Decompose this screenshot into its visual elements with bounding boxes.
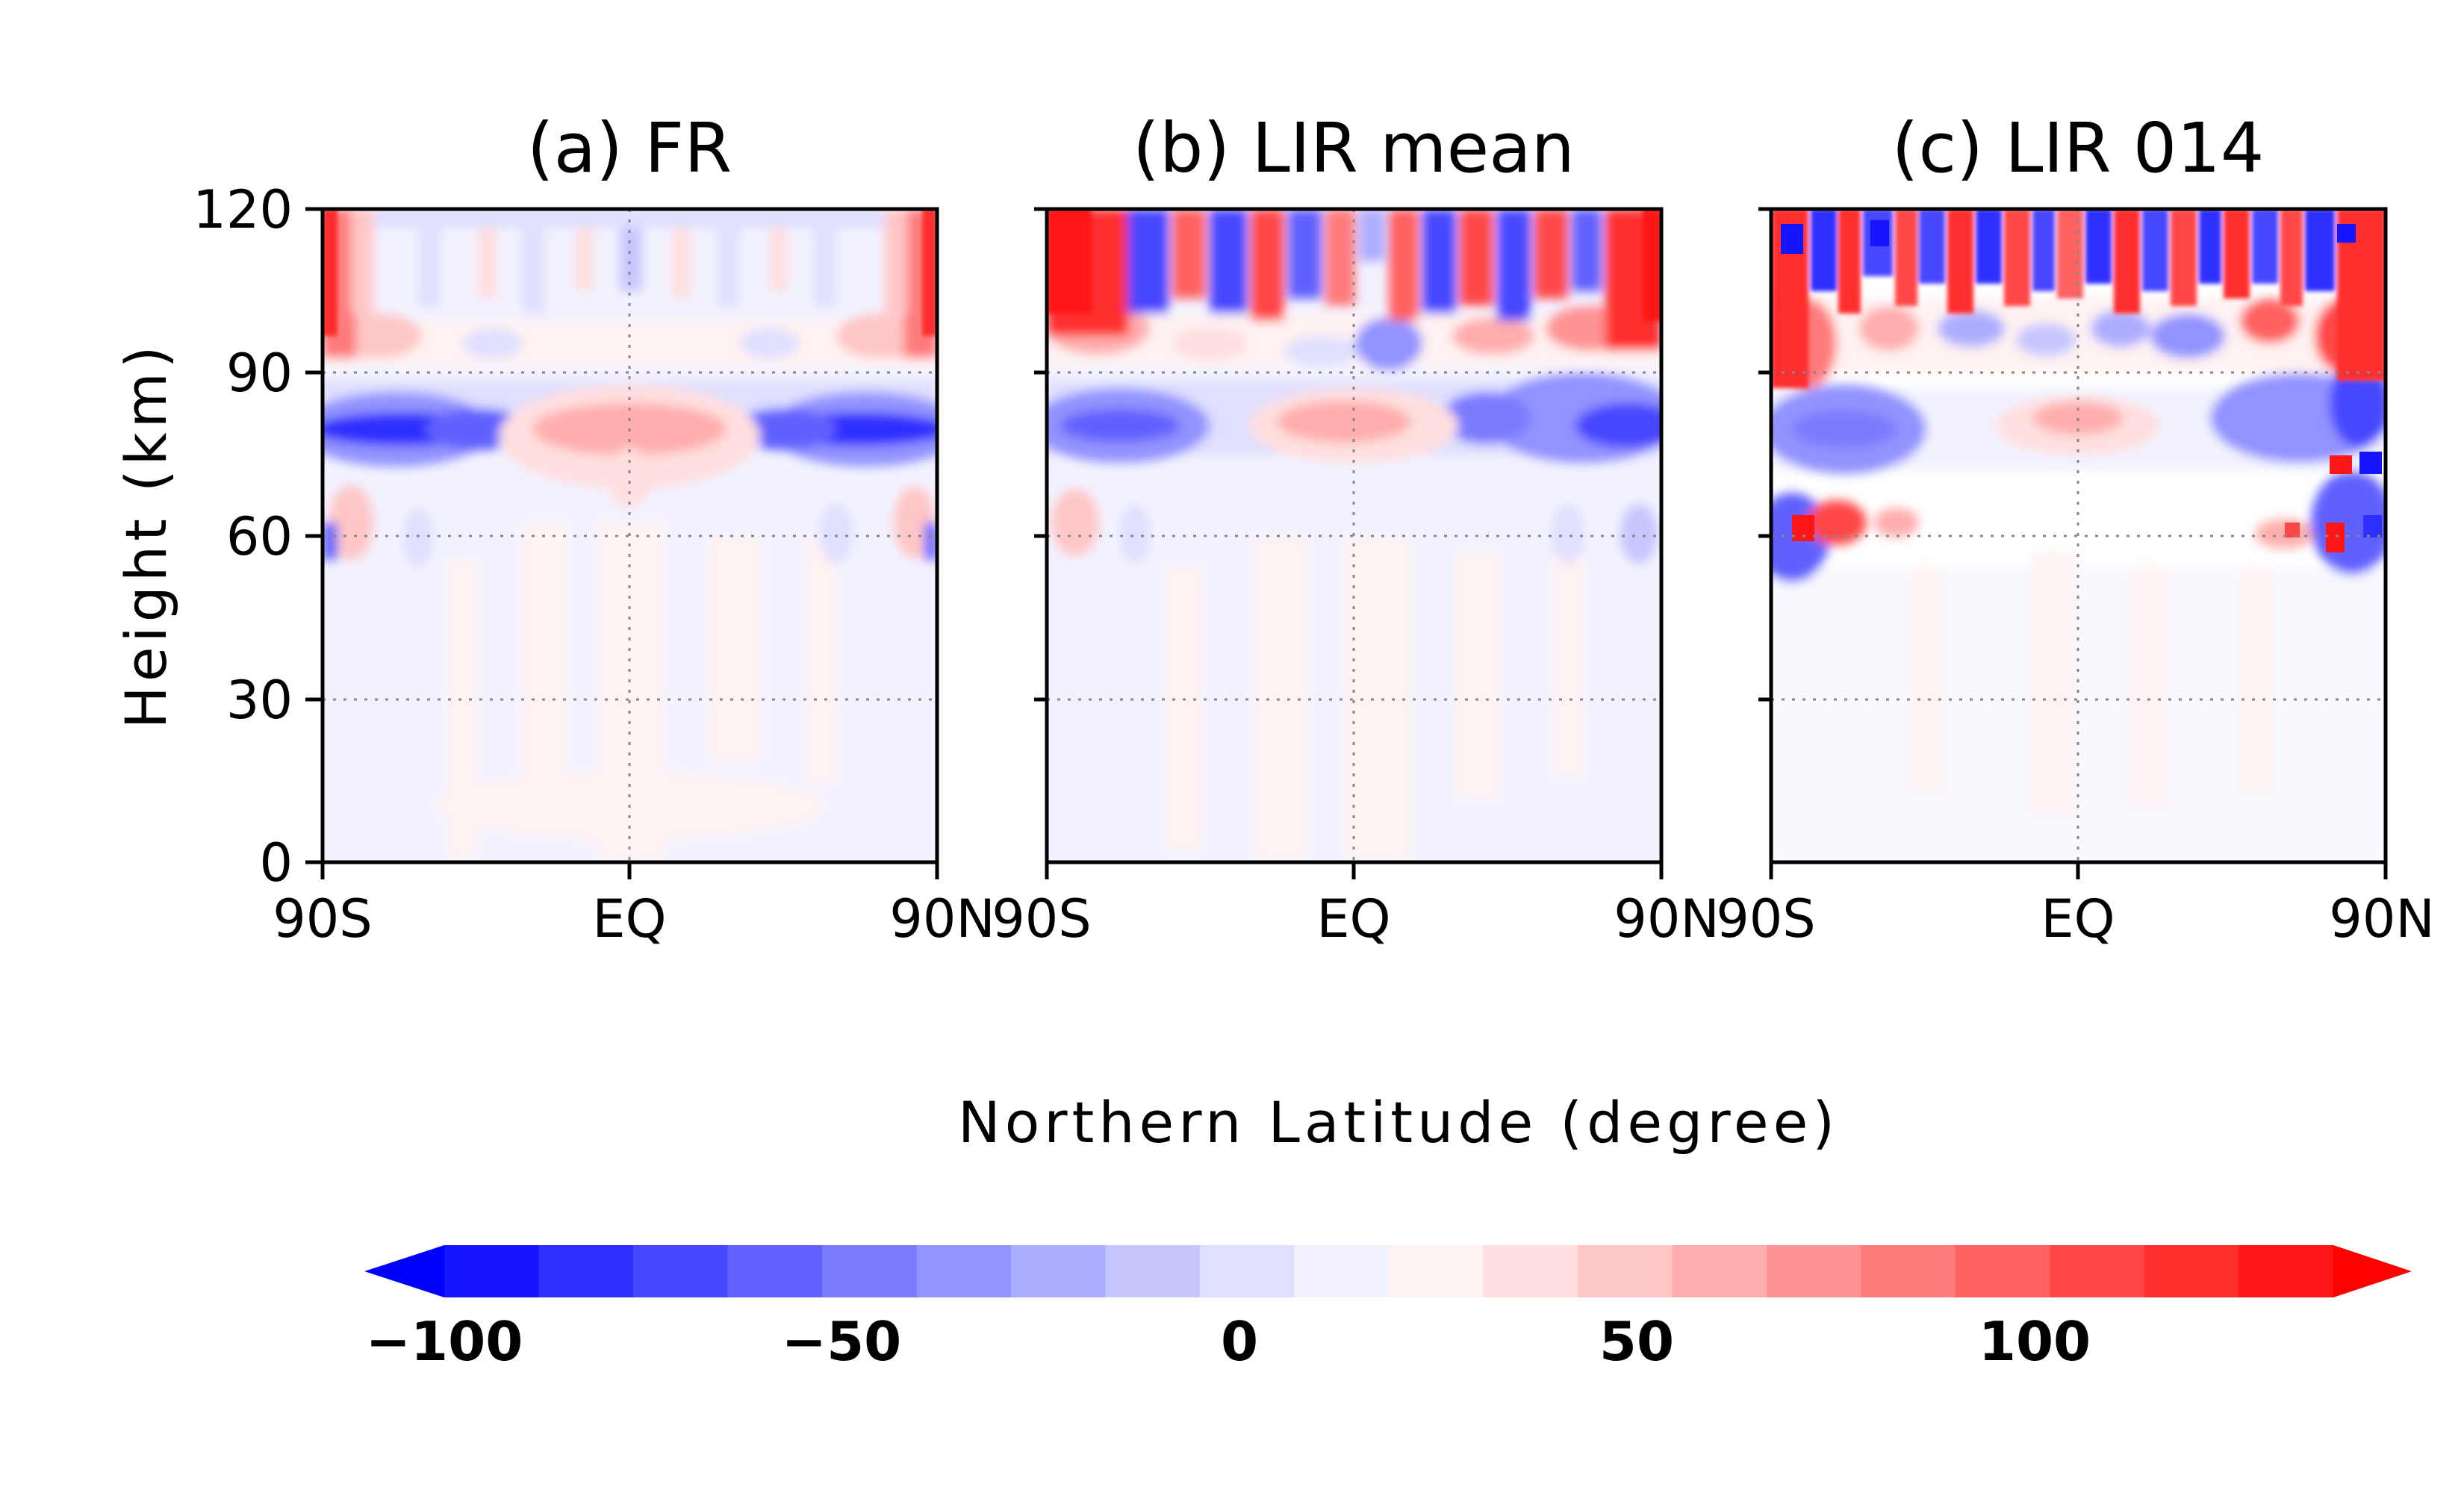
panel-c-grid <box>1771 209 2386 862</box>
x-axis-title: Northern Latitude (degree) <box>958 1089 1839 1156</box>
panel-a-xtick-90n: 90N <box>889 888 995 950</box>
panel-a-ytick-90: 90 <box>226 343 293 404</box>
colorbar-box <box>1105 1245 1201 1297</box>
panel-b-xtick-eq: EQ <box>1316 888 1390 950</box>
panel-b-ticks <box>1034 207 1664 879</box>
colorbar-box <box>1011 1245 1107 1297</box>
colorbar-box <box>1767 1245 1862 1297</box>
panel-b-grid <box>1047 209 1661 862</box>
panel-a: (a) FR <box>113 108 995 950</box>
y-axis-title: Height (km) <box>113 342 179 729</box>
colorbar-box <box>2050 1245 2145 1297</box>
panel-a-field <box>323 209 937 862</box>
colorbar-box <box>633 1245 729 1297</box>
colorbar-box <box>1389 1245 1484 1297</box>
panel-a-ytick-30: 30 <box>226 670 293 731</box>
panel-b-xtick-90n: 90N <box>1614 888 1719 950</box>
colorbar-box <box>2144 1245 2240 1297</box>
colorbar-boxes <box>444 1245 2334 1297</box>
panel-a-grid <box>323 209 937 862</box>
panel-a-ticks <box>305 207 939 879</box>
colorbar-box <box>727 1245 823 1297</box>
colorbar-box <box>822 1245 918 1297</box>
colorbar-box <box>1294 1245 1390 1297</box>
colorbar: −100 −50 0 50 100 <box>364 1245 2412 1373</box>
colorbar-box <box>1483 1245 1578 1297</box>
colorbar-tick-neg50: −50 <box>782 1310 902 1373</box>
panel-c-field <box>1771 209 2386 862</box>
panel-a-xtick-eq: EQ <box>592 888 666 950</box>
colorbar-box <box>916 1245 1012 1297</box>
colorbar-box <box>1672 1245 1767 1297</box>
panel-c-xtick-eq: EQ <box>2041 888 2115 950</box>
colorbar-tick-50: 50 <box>1599 1310 1674 1373</box>
panel-a-title: (a) FR <box>527 108 732 188</box>
colorbar-extend-low <box>364 1245 444 1297</box>
panel-c-title: (c) LIR 014 <box>1892 108 2265 188</box>
colorbar-box <box>2239 1245 2334 1297</box>
panel-c-ticks <box>1758 207 2388 879</box>
panel-a-ytick-120: 120 <box>193 179 293 240</box>
panel-b-xtick-90s: 90S <box>992 888 1092 950</box>
panel-c-xtick-90s: 90S <box>1716 888 1816 950</box>
panel-c: (c) LIR 014 <box>1716 108 2434 950</box>
colorbar-box <box>1200 1245 1295 1297</box>
colorbar-box <box>538 1245 634 1297</box>
panel-a-xtick-90s: 90S <box>273 888 373 950</box>
panel-b-title: (b) LIR mean <box>1133 108 1575 188</box>
colorbar-tick-0: 0 <box>1221 1310 1258 1373</box>
colorbar-box <box>1861 1245 1956 1297</box>
colorbar-box <box>1956 1245 2051 1297</box>
panel-b: (b) LIR mean <box>992 108 1719 950</box>
colorbar-box <box>1578 1245 1673 1297</box>
colorbar-extend-high <box>2333 1245 2412 1297</box>
colorbar-box <box>444 1245 540 1297</box>
colorbar-tick-100: 100 <box>1979 1310 2091 1373</box>
panel-c-xtick-90n: 90N <box>2329 888 2434 950</box>
panel-a-ytick-0: 0 <box>259 832 293 894</box>
colorbar-tick-neg100: −100 <box>366 1310 523 1373</box>
panel-a-ytick-60: 60 <box>226 506 293 567</box>
panel-b-field <box>1047 209 1661 862</box>
